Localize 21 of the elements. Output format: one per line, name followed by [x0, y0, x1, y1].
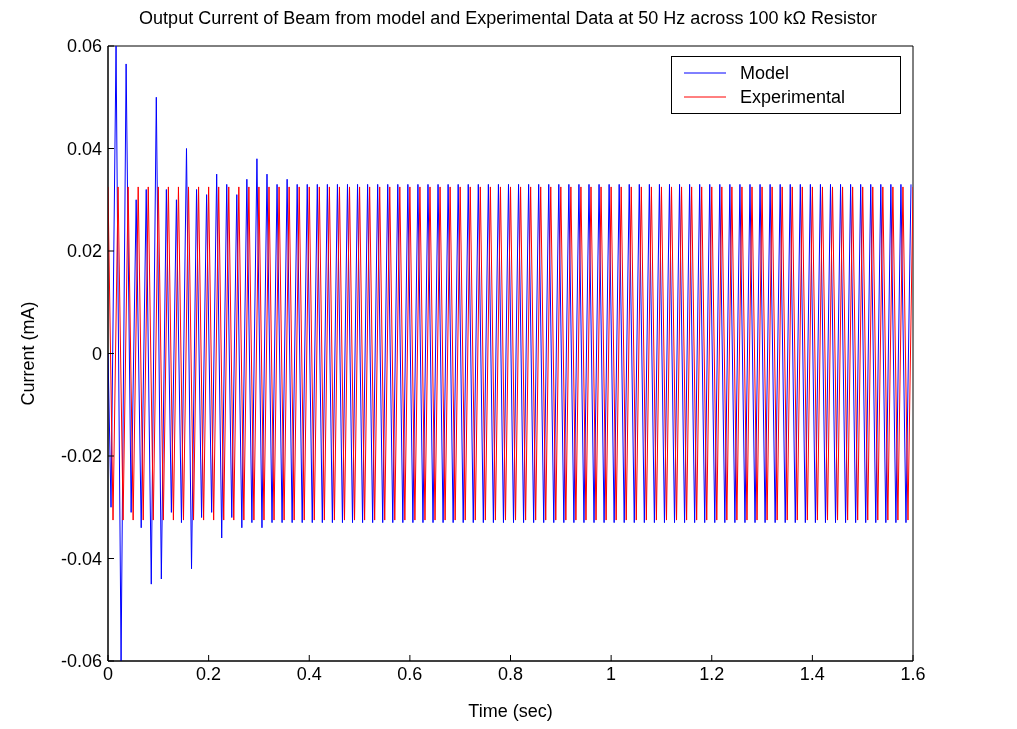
- x-tick-label: 1.2: [699, 663, 725, 684]
- x-tick-label: 0.4: [296, 663, 322, 684]
- y-tick-label: 0.04: [66, 138, 102, 159]
- x-tick-label: 0.6: [397, 663, 423, 684]
- y-axis-title: Current (mA): [18, 301, 39, 406]
- chart-title: Output Current of Beam from model and Experimental Data at 50 Hz across 100 kΩ Resistor: [138, 8, 878, 29]
- x-axis-title: Time (sec): [468, 701, 553, 721]
- x-tick-label: 1.6: [900, 663, 926, 684]
- y-tick-label: -0.04: [60, 548, 102, 569]
- x-tick-label: 0.2: [196, 663, 222, 684]
- x-tick-label: 1: [606, 663, 617, 684]
- y-tick-label: 0: [91, 343, 102, 364]
- y-tick-label: 0.02: [66, 241, 102, 262]
- legend-label: Model: [740, 62, 790, 85]
- x-tick-label: 1.4: [799, 663, 825, 684]
- y-tick-label: -0.06: [60, 651, 102, 672]
- y-tick-label: -0.02: [60, 446, 102, 467]
- legend-label: Experimental: [740, 86, 846, 109]
- x-tick-label: 0.8: [497, 663, 524, 684]
- line-series: [108, 46, 912, 661]
- y-tick-label: 0.06: [66, 36, 102, 57]
